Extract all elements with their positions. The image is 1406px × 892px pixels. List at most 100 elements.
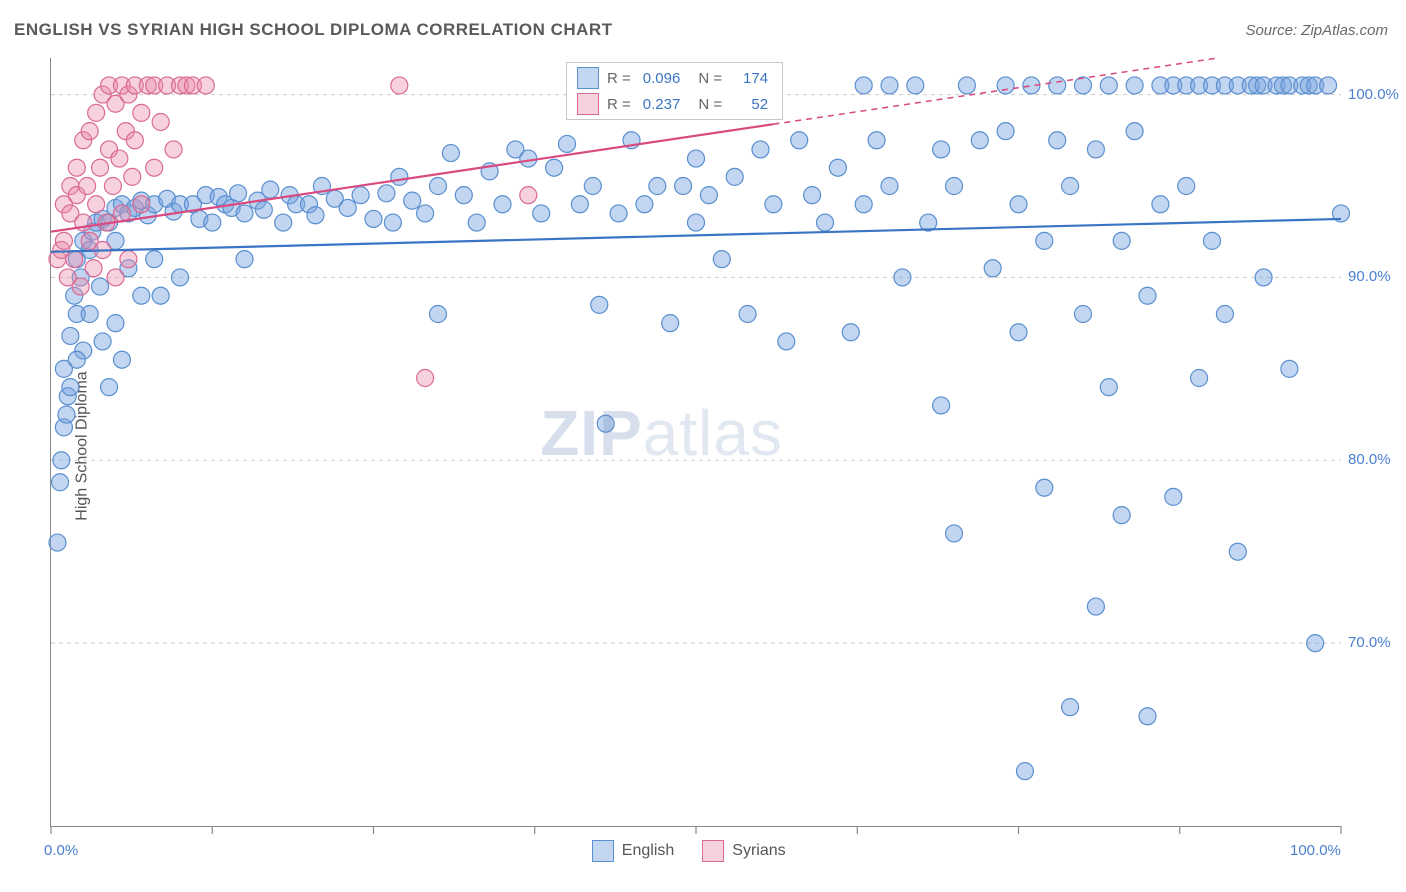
data-point <box>58 406 75 423</box>
data-point <box>1216 306 1233 323</box>
data-point <box>726 168 743 185</box>
data-point <box>88 104 105 121</box>
legend-r-label: R = <box>607 96 631 113</box>
data-point <box>817 214 834 231</box>
data-point <box>1049 132 1066 149</box>
legend-label: English <box>622 842 674 860</box>
data-point <box>855 77 872 94</box>
data-point <box>700 187 717 204</box>
data-point <box>68 159 85 176</box>
data-point <box>124 168 141 185</box>
data-point <box>391 168 408 185</box>
data-point <box>133 287 150 304</box>
data-point <box>533 205 550 222</box>
data-point <box>868 132 885 149</box>
data-point <box>391 77 408 94</box>
data-point <box>713 251 730 268</box>
data-point <box>688 150 705 167</box>
data-point <box>1075 306 1092 323</box>
data-point <box>829 159 846 176</box>
data-point <box>94 333 111 350</box>
data-point <box>236 205 253 222</box>
data-point <box>662 315 679 332</box>
data-point <box>107 269 124 286</box>
data-point <box>1062 178 1079 195</box>
data-point <box>107 315 124 332</box>
data-point <box>68 351 85 368</box>
data-point <box>1320 77 1337 94</box>
legend-n-value: 174 <box>730 70 772 87</box>
data-point <box>1126 123 1143 140</box>
data-point <box>675 178 692 195</box>
data-point <box>55 232 72 249</box>
data-point <box>1165 488 1182 505</box>
legend-label: Syrians <box>732 842 785 860</box>
data-point <box>1062 699 1079 716</box>
data-point <box>81 123 98 140</box>
data-point <box>146 251 163 268</box>
legend-n-label: N = <box>698 70 722 87</box>
legend-item: Syrians <box>702 840 785 862</box>
legend-n-label: N = <box>698 96 722 113</box>
data-point <box>352 187 369 204</box>
data-point <box>649 178 666 195</box>
data-point <box>120 251 137 268</box>
chart-title: ENGLISH VS SYRIAN HIGH SCHOOL DIPLOMA CO… <box>14 20 613 40</box>
data-point <box>597 415 614 432</box>
y-tick-label: 80.0% <box>1348 451 1391 468</box>
data-point <box>430 306 447 323</box>
data-point <box>984 260 1001 277</box>
legend-swatch <box>592 840 614 862</box>
data-point <box>275 214 292 231</box>
data-point <box>881 178 898 195</box>
data-point <box>1036 232 1053 249</box>
data-point <box>133 196 150 213</box>
legend-n-value: 52 <box>730 96 772 113</box>
data-point <box>636 196 653 213</box>
data-point <box>104 178 121 195</box>
data-point <box>1100 379 1117 396</box>
data-point <box>1281 360 1298 377</box>
data-point <box>113 351 130 368</box>
data-point <box>688 214 705 231</box>
data-point <box>1016 763 1033 780</box>
data-point <box>49 534 66 551</box>
data-point <box>765 196 782 213</box>
legend-row: R =0.096N =174 <box>567 65 782 91</box>
data-point <box>79 178 96 195</box>
data-point <box>1152 196 1169 213</box>
data-point <box>591 296 608 313</box>
data-point <box>1049 77 1066 94</box>
data-point <box>791 132 808 149</box>
data-point <box>1100 77 1117 94</box>
data-point <box>152 114 169 131</box>
data-point <box>1113 507 1130 524</box>
data-point <box>804 187 821 204</box>
data-point <box>855 196 872 213</box>
data-point <box>230 185 247 202</box>
data-point <box>442 145 459 162</box>
data-point <box>52 474 69 491</box>
data-point <box>172 269 189 286</box>
data-point <box>1087 598 1104 615</box>
data-point <box>81 306 98 323</box>
data-point <box>365 210 382 227</box>
y-tick-label: 70.0% <box>1348 634 1391 651</box>
data-point <box>752 141 769 158</box>
scatter-plot <box>50 58 1341 827</box>
data-point <box>971 132 988 149</box>
legend-swatch <box>577 67 599 89</box>
data-point <box>1075 77 1092 94</box>
data-point <box>1178 178 1195 195</box>
legend-swatch <box>702 840 724 862</box>
data-point <box>255 201 272 218</box>
data-point <box>1204 232 1221 249</box>
source-attribution: Source: ZipAtlas.com <box>1245 22 1388 39</box>
legend-r-label: R = <box>607 70 631 87</box>
data-point <box>997 77 1014 94</box>
data-point <box>494 196 511 213</box>
data-point <box>404 192 421 209</box>
data-point <box>430 178 447 195</box>
x-tick-label: 100.0% <box>1290 842 1341 859</box>
data-point <box>1087 141 1104 158</box>
